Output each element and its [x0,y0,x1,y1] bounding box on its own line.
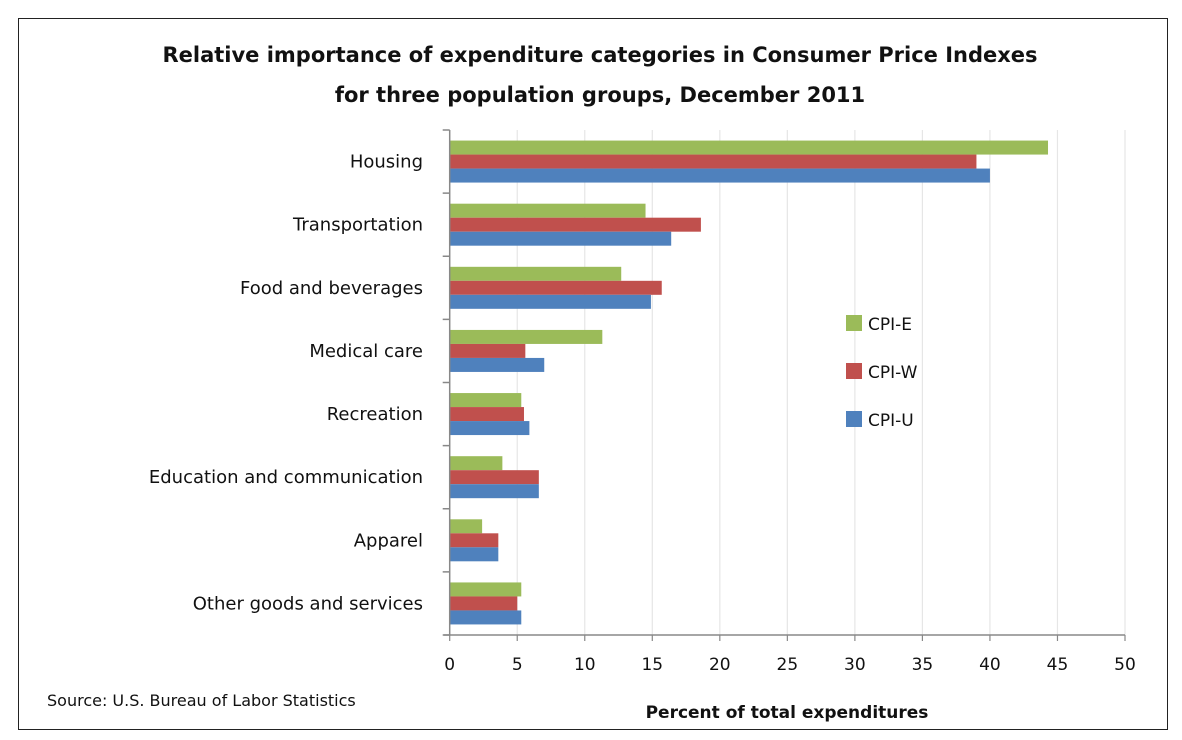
bar-cpi-e [449,203,646,218]
category-label: Education and communication [149,467,423,488]
bar-cpi-u [449,484,539,499]
x-tick-label: 30 [844,655,866,675]
category-label: Medical care [309,341,423,362]
legend-swatch-cpi-e [846,315,862,331]
x-tick-label: 15 [641,655,663,675]
x-tick-label: 10 [574,655,596,675]
bar-cpi-w [449,280,662,295]
category-label: Apparel [354,530,423,551]
x-tick-label: 50 [1114,655,1136,675]
bar-cpi-e [449,140,1049,155]
bar-cpi-u [449,294,651,309]
category-label: Transportation [292,215,423,236]
chart-frame [18,18,1168,730]
x-tick-label: 45 [1047,655,1069,675]
chart-title-line-2: for three population groups, December 20… [335,83,865,107]
x-tick-label: 35 [912,655,934,675]
x-tick-label: 20 [709,655,731,675]
bar-cpi-w [449,407,524,422]
category-label: Other goods and services [193,593,423,614]
x-tick-label: 0 [444,655,455,675]
bar-cpi-w [449,596,518,611]
bar-cpi-u [449,610,522,625]
legend-swatch-cpi-u [846,411,862,427]
category-label: Housing [350,152,423,173]
chart-title-line-1: Relative importance of expenditure categ… [162,43,1037,67]
bar-cpi-w [449,217,701,232]
bar-cpi-e [449,393,522,408]
bar-cpi-u [449,421,530,436]
legend-label-cpi-u: CPI-U [868,411,914,431]
bar-cpi-e [449,519,483,534]
bar-cpi-w [449,343,526,358]
category-label: Food and beverages [240,278,423,299]
x-tick-label: 5 [512,655,523,675]
bar-cpi-u [449,547,499,562]
category-label: Recreation [327,404,423,425]
legend-swatch-cpi-w [846,363,862,379]
bar-cpi-w [449,470,539,485]
bar-cpi-e [449,582,522,597]
bar-cpi-e [449,456,503,471]
legend-label-cpi-e: CPI-E [868,315,912,335]
legend-label-cpi-w: CPI-W [868,363,918,383]
bar-cpi-w [449,533,499,548]
bar-cpi-w [449,154,977,169]
x-tick-label: 25 [777,655,799,675]
bar-cpi-u [449,357,545,372]
source-note: Source: U.S. Bureau of Labor Statistics [47,691,356,710]
bar-cpi-u [449,231,672,246]
bar-cpi-e [449,329,603,344]
x-axis-label: Percent of total expenditures [646,703,929,723]
bar-cpi-u [449,168,990,183]
bar-cpi-e [449,266,622,281]
x-tick-label: 40 [979,655,1001,675]
